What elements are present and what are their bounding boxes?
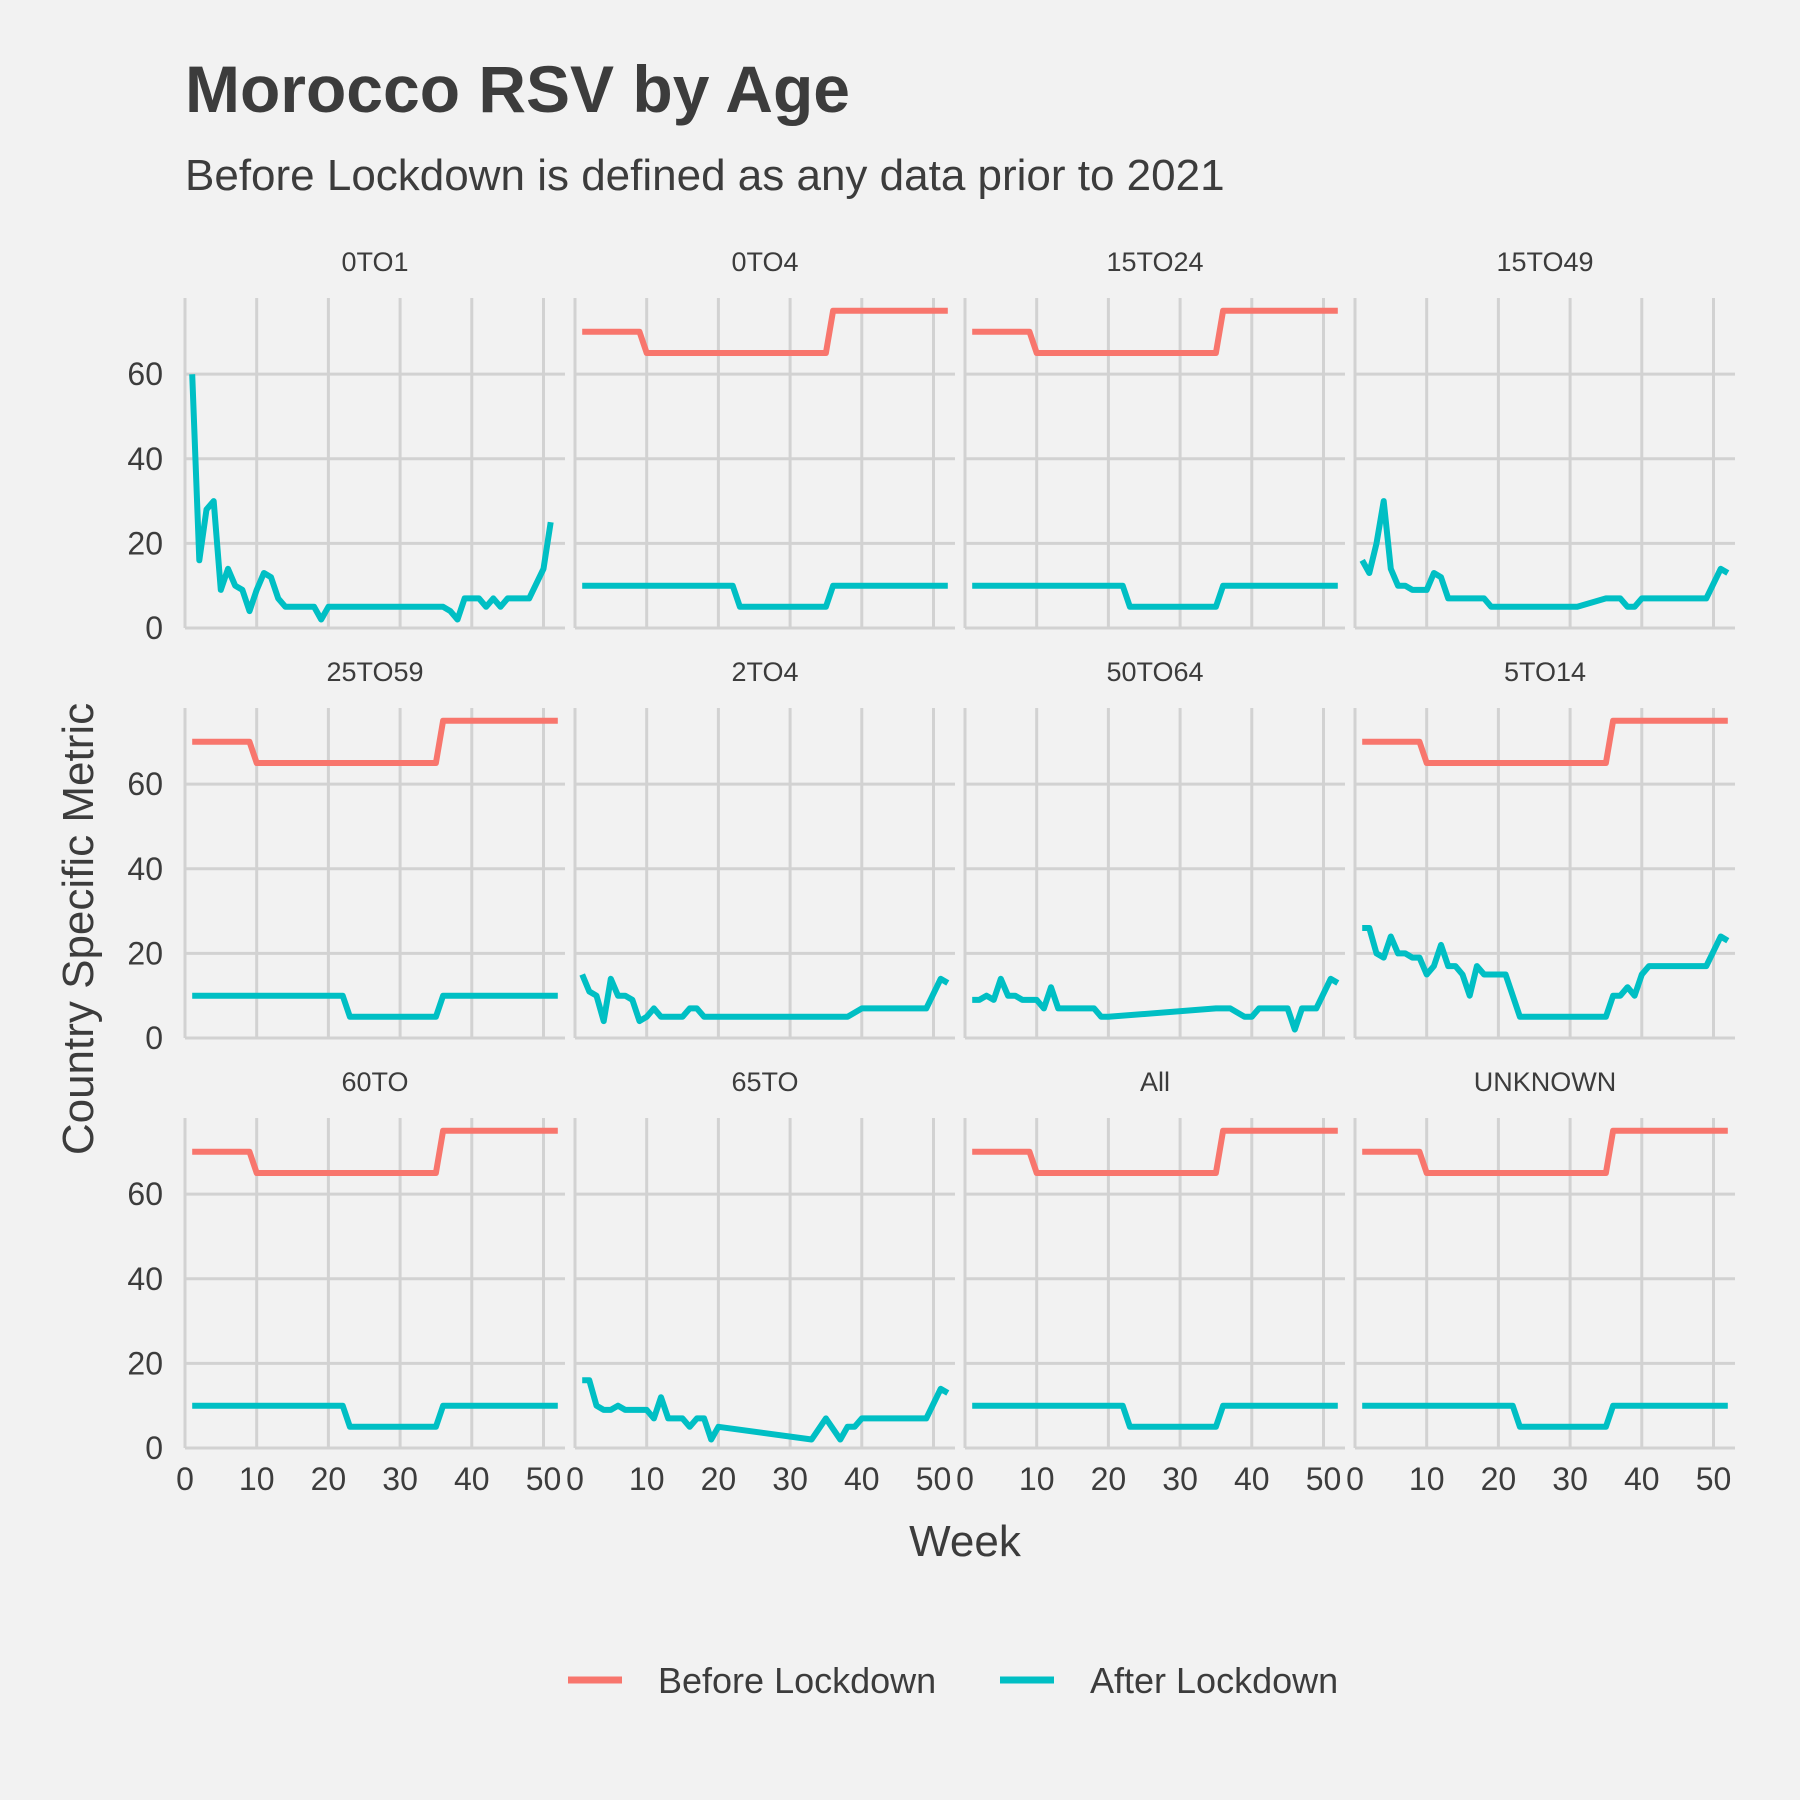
chart-title: Morocco RSV by Age: [185, 52, 850, 126]
facet-panel: 60TO 0 20 40 60 0 10 20 30 40 50: [127, 1067, 565, 1497]
y-tick-label: 20: [127, 935, 163, 971]
x-tick-label: 30: [1162, 1461, 1198, 1497]
after-lockdown-line: [972, 1402, 1338, 1430]
facet-label: 50TO64: [1106, 657, 1203, 687]
facet-panel: 15TO49: [1353, 247, 1735, 630]
x-tick-label: 50: [1696, 1461, 1732, 1497]
facet-label: 15TO24: [1106, 247, 1203, 277]
x-tick-label: 0: [566, 1461, 584, 1497]
x-tick-label: 20: [311, 1461, 347, 1497]
x-axis-label: Week: [909, 1517, 1022, 1566]
x-tick-label: 40: [454, 1461, 490, 1497]
facet-label: 25TO59: [326, 657, 423, 687]
facet-panel: All 0 10 20 30 40 50: [956, 1067, 1345, 1497]
facet-label: All: [1140, 1067, 1170, 1097]
facet-panel: UNKNOWN 0 10 20 30 40 50: [1346, 1067, 1735, 1497]
facet-panel: 2TO4: [573, 657, 955, 1040]
facet-label: 5TO14: [1504, 657, 1586, 687]
facet-panel: 0TO1 0 20 40 60: [127, 247, 565, 646]
after-lockdown-line: [1362, 1402, 1728, 1430]
x-tick-label: 30: [772, 1461, 808, 1497]
facet-label: 2TO4: [731, 657, 798, 687]
x-tick-label: 40: [1234, 1461, 1270, 1497]
after-lockdown-line: [972, 582, 1338, 610]
after-lockdown-line: [1359, 498, 1730, 610]
legend-label: After Lockdown: [1090, 1660, 1338, 1701]
x-tick-label: 40: [844, 1461, 880, 1497]
legend: Before Lockdown After Lockdown: [568, 1660, 1338, 1701]
facet-panel: 50TO64: [963, 657, 1345, 1040]
before-lockdown-line: [192, 1127, 558, 1176]
y-tick-label: 20: [127, 1345, 163, 1381]
after-lockdown-line: [579, 973, 950, 1025]
y-tick-label: 20: [127, 525, 163, 561]
x-tick-label: 30: [382, 1461, 418, 1497]
x-tick-label: 0: [176, 1461, 194, 1497]
after-lockdown-line: [189, 374, 554, 623]
chart-subtitle: Before Lockdown is defined as any data p…: [185, 151, 1225, 200]
y-axis-label: Country Specific Metric: [54, 703, 103, 1155]
facet-label: UNKNOWN: [1474, 1067, 1617, 1097]
after-lockdown-line: [1362, 925, 1730, 1020]
after-lockdown-line: [582, 582, 948, 610]
x-tick-label: 10: [629, 1461, 665, 1497]
facet-label: 65TO: [731, 1067, 798, 1097]
x-tick-label: 50: [526, 1461, 562, 1497]
facet-panel: 5TO14: [1353, 657, 1735, 1040]
before-lockdown-line: [972, 1127, 1338, 1176]
after-lockdown-line: [192, 1402, 558, 1430]
facet-label: 15TO49: [1496, 247, 1593, 277]
y-tick-label: 60: [127, 766, 163, 802]
x-tick-label: 0: [956, 1461, 974, 1497]
y-tick-label: 0: [145, 1020, 163, 1056]
x-tick-label: 20: [701, 1461, 737, 1497]
x-tick-label: 10: [1409, 1461, 1445, 1497]
x-tick-label: 10: [1019, 1461, 1055, 1497]
facet-panel: 0TO4: [573, 247, 955, 630]
y-tick-label: 60: [127, 356, 163, 392]
y-tick-label: 0: [145, 610, 163, 646]
x-tick-label: 30: [1552, 1461, 1588, 1497]
before-lockdown-line: [582, 307, 948, 356]
before-lockdown-line: [972, 307, 1338, 356]
after-lockdown-line: [972, 975, 1340, 1033]
before-lockdown-line: [192, 717, 558, 766]
x-tick-label: 40: [1624, 1461, 1660, 1497]
facet-panel: 15TO24: [963, 247, 1345, 630]
facet-label: 0TO1: [341, 247, 408, 277]
y-tick-label: 40: [127, 441, 163, 477]
x-tick-label: 50: [916, 1461, 952, 1497]
before-lockdown-line: [1362, 1127, 1728, 1176]
legend-label: Before Lockdown: [658, 1660, 936, 1701]
y-tick-label: 40: [127, 1261, 163, 1297]
y-tick-label: 40: [127, 851, 163, 887]
x-tick-label: 20: [1091, 1461, 1127, 1497]
x-tick-label: 10: [239, 1461, 275, 1497]
facet-panel: 25TO59 0 20 40 60: [127, 657, 565, 1056]
x-tick-label: 20: [1481, 1461, 1517, 1497]
facet-label: 0TO4: [731, 247, 798, 277]
facet-panel: 65TO 0 10 20 30 40 50: [566, 1067, 955, 1497]
x-tick-label: 0: [1346, 1461, 1364, 1497]
x-tick-label: 50: [1306, 1461, 1342, 1497]
after-lockdown-line: [582, 1377, 950, 1443]
y-tick-label: 0: [145, 1430, 163, 1466]
y-tick-label: 60: [127, 1176, 163, 1212]
after-lockdown-line: [192, 992, 558, 1020]
before-lockdown-line: [1362, 717, 1728, 766]
facet-label: 60TO: [341, 1067, 408, 1097]
